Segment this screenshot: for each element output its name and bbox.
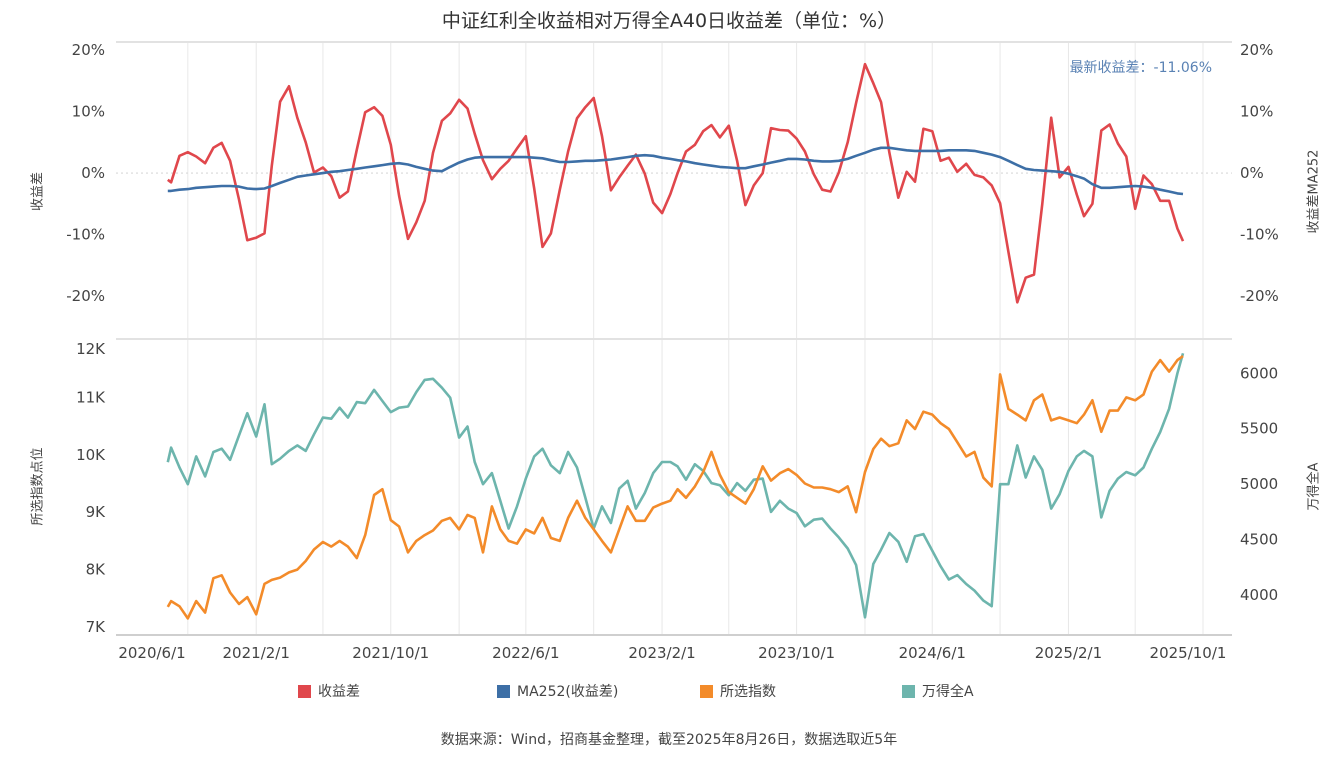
chart-title: 中证红利全收益相对万得全A40日收益差（单位：%） — [441, 10, 897, 32]
x-tick-label: 2021/10/1 — [352, 644, 429, 662]
legend-item-index[interactable]: 所选指数 — [700, 681, 776, 701]
bottom-left-tick-label: 7K — [86, 618, 107, 636]
x-tick-label: 2023/2/1 — [628, 644, 695, 662]
series-line-wind-all-a — [166, 352, 1185, 619]
bottom-right-axis-title: 万得全A — [1306, 462, 1322, 511]
legend-label: 所选指数 — [720, 684, 776, 700]
top-left-tick-label: 10% — [72, 103, 105, 121]
legend-item-spread[interactable]: 收益差 — [298, 681, 360, 701]
bottom-right-tick-label: 4500 — [1240, 531, 1278, 549]
x-tick-label: 2025/10/1 — [1150, 644, 1227, 662]
top-left-axis-title: 收益差 — [30, 172, 46, 212]
legend-swatch-spread — [298, 684, 311, 698]
legend-swatch-ma252 — [497, 684, 510, 698]
bottom-left-axis-title: 所选指数点位 — [30, 447, 46, 526]
x-tick-label: 2022/6/1 — [492, 644, 559, 662]
bottom-left-tick-label: 12K — [76, 340, 106, 358]
source-note: 数据来源：Wind，招商基金整理，截至2025年8月26日，数据选取近5年 — [440, 732, 898, 748]
top-right-tick-label: 20% — [1240, 41, 1273, 59]
legend-swatch-index — [700, 684, 713, 698]
top-right-tick-label: -20% — [1240, 287, 1279, 305]
legend-label: MA252(收益差) — [517, 684, 619, 700]
bottom-right-tick-label: 6000 — [1240, 364, 1278, 382]
bottom-left-tick-label: 9K — [86, 503, 107, 521]
x-tick-label: 2020/6/1 — [118, 644, 185, 662]
top-left-tick-label: 20% — [72, 41, 105, 59]
series-line-selected-index — [166, 355, 1184, 620]
x-tick-label: 2021/2/1 — [223, 644, 290, 662]
top-right-axis-title: 收益差MA252 — [1306, 149, 1322, 234]
legend-label: 收益差 — [318, 684, 360, 700]
top-left-tick-label: -10% — [66, 226, 105, 244]
bottom-left-tick-label: 10K — [76, 446, 106, 464]
legend-label: 万得全A — [922, 684, 974, 700]
legend-item-wind-all-a[interactable]: 万得全A — [902, 681, 974, 701]
top-right-tick-label: 10% — [1240, 103, 1273, 121]
bottom-left-tick-label: 11K — [76, 388, 106, 406]
axes: 20% 20% 10% 10% 0% 0% -10% -10% -20% -20% 12K 11K 10… — [66, 41, 1279, 662]
top-right-tick-label: 0% — [1240, 164, 1264, 182]
x-tick-label: 2023/10/1 — [758, 644, 835, 662]
bottom-left-tick-label: 8K — [86, 561, 107, 579]
top-left-tick-label: 0% — [81, 164, 105, 182]
bottom-right-tick-label: 4000 — [1240, 586, 1278, 604]
bottom-right-tick-label: 5000 — [1240, 475, 1278, 493]
legend-item-ma252[interactable]: MA252(收益差) — [497, 681, 618, 701]
x-tick-label: 2024/6/1 — [899, 644, 966, 662]
top-left-tick-label: -20% — [66, 287, 105, 305]
series-line-ma252 — [167, 146, 1184, 196]
latest-spread-annotation: 最新收益差：-11.06% — [1069, 60, 1212, 76]
legend: 收益差 MA252(收益差) 所选指数 万得全A — [0, 681, 1338, 701]
legend-swatch-wind-all-a — [902, 684, 915, 698]
x-tick-label: 2025/2/1 — [1035, 644, 1102, 662]
series-lines — [166, 62, 1185, 620]
bottom-right-tick-label: 5500 — [1240, 420, 1278, 438]
top-right-tick-label: -10% — [1240, 226, 1279, 244]
series-line-spread — [167, 62, 1185, 304]
